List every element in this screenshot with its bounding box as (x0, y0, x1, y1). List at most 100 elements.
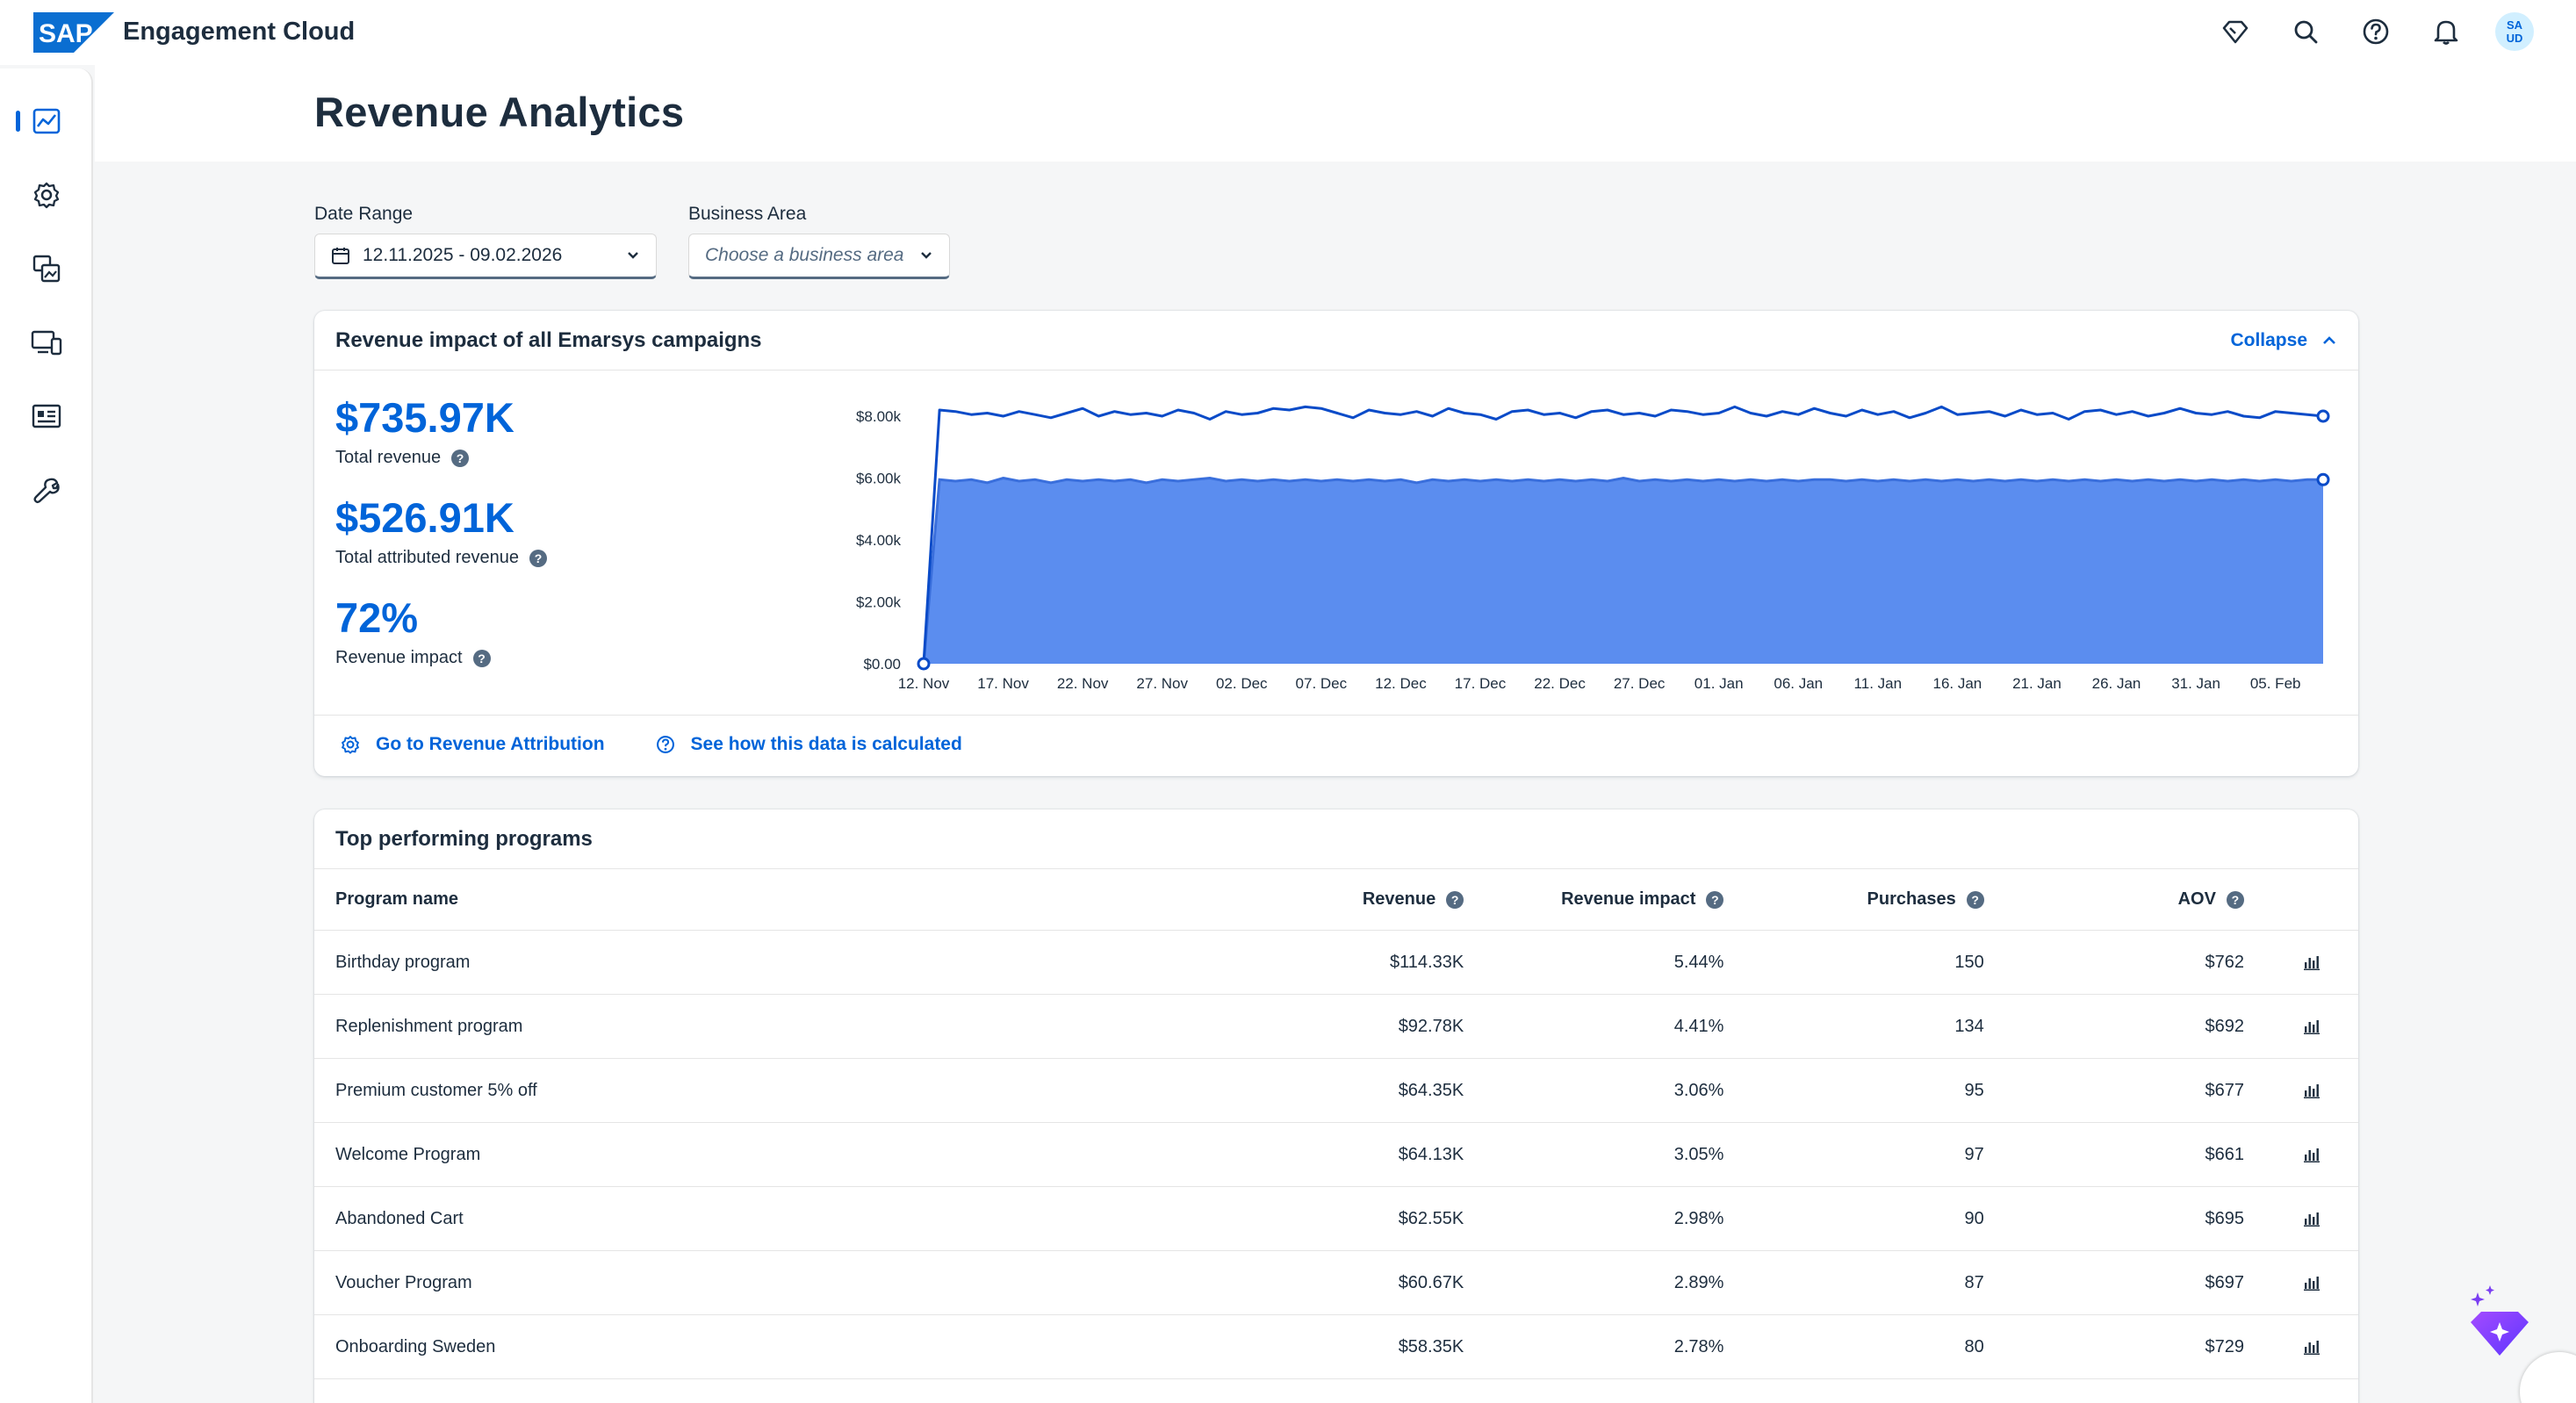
tools-wrench-icon (33, 478, 60, 503)
nav-item-settings[interactable] (0, 167, 93, 223)
avatar[interactable]: SA UD (2495, 12, 2534, 51)
x-tick-label: 22. Dec (1534, 675, 1586, 692)
aov-cell: $677 (2205, 1080, 2244, 1100)
data-point-marker (2316, 409, 2330, 423)
help-icon[interactable] (2355, 11, 2397, 53)
x-tick-label: 11. Jan (1854, 675, 1903, 692)
table-header: Program name Revenue? Revenue impact? Pu… (314, 869, 2358, 931)
info-icon[interactable]: ? (1446, 890, 1464, 909)
column-header-aov[interactable]: AOV? (2005, 889, 2265, 910)
svg-text:SAP: SAP (39, 19, 93, 48)
data-point-marker (917, 657, 931, 671)
date-range-filter: Date Range 12.11.2025 - 09.02.2026 (314, 204, 657, 279)
date-range-label: Date Range (314, 204, 414, 224)
info-icon[interactable]: ? (472, 649, 491, 667)
table-row[interactable]: Premium customer 5% off $64.35K 3.06% 95 $67… (314, 1059, 2358, 1123)
info-icon[interactable]: ? (1966, 890, 1984, 909)
chevron-down-icon (921, 252, 932, 259)
kpi-label: Revenue impact (335, 648, 463, 667)
collapse-button[interactable]: Collapse (2230, 330, 2337, 351)
column-header-purchases[interactable]: Purchases? (1745, 889, 2004, 910)
table-body: Birthday program $114.33K 5.44% 150 $762 Repl… (314, 931, 2358, 1379)
table-row[interactable]: Abandoned Cart $62.55K 2.98% 90 $695 (314, 1187, 2358, 1251)
program-name-cell: Premium customer 5% off (335, 1080, 537, 1100)
aov-cell: $695 (2205, 1208, 2244, 1228)
revenue-card-title: Revenue impact of all Emarsys campaigns (335, 327, 762, 352)
y-tick-label: $4.00k (856, 532, 902, 549)
aov-cell: $697 (2205, 1272, 2244, 1292)
bar-chart-icon[interactable] (2265, 954, 2358, 970)
x-tick-label: 16. Jan (1933, 675, 1982, 692)
product-name[interactable]: Engagement Cloud (123, 18, 356, 46)
revenue-cell: $92.78K (1398, 1016, 1464, 1036)
table-row[interactable]: Onboarding Sweden $58.35K 2.78% 80 $729 (314, 1315, 2358, 1379)
revenue-impact-cell: 5.44% (1673, 952, 1724, 972)
kpi-attributed-revenue: $526.91K Total attributed revenue? (335, 493, 548, 568)
bar-chart-icon[interactable] (2265, 1083, 2358, 1098)
analytics-icon (32, 108, 61, 134)
kpi-total-revenue: $735.97K Total revenue? (335, 393, 514, 468)
nav-item-contacts[interactable] (0, 388, 93, 444)
revenue-chart[interactable]: $0.00 $2.00k $4.00k $6.00k $8.00k 12. Nov 17. … (841, 372, 2334, 715)
x-tick-label: 22. Nov (1057, 675, 1109, 692)
purchases-cell: 150 (1954, 952, 1984, 972)
diamond-icon[interactable] (2214, 11, 2256, 53)
revenue-cell: $60.67K (1398, 1272, 1464, 1292)
info-icon[interactable]: ? (529, 549, 548, 567)
chevron-up-icon (2323, 335, 2335, 344)
bar-chart-icon[interactable] (2265, 1147, 2358, 1162)
chevron-down-icon (628, 252, 638, 259)
table-row[interactable]: Birthday program $114.33K 5.44% 150 $762 (314, 931, 2358, 995)
see-calculation-link[interactable]: See how this data is calculated (656, 734, 962, 755)
revenue-cell: $64.13K (1398, 1144, 1464, 1164)
bar-chart-icon[interactable] (2265, 1339, 2358, 1355)
bar-chart-icon[interactable] (2265, 1275, 2358, 1291)
revenue-impact-cell: 3.05% (1673, 1144, 1724, 1164)
bar-chart-icon[interactable] (2265, 1018, 2358, 1034)
x-tick-label: 31. Jan (2171, 675, 2220, 692)
kpi-value: 72% (335, 594, 419, 641)
purchases-cell: 95 (1964, 1080, 1984, 1100)
purchases-cell: 97 (1964, 1144, 1984, 1164)
program-name-cell: Voucher Program (335, 1272, 472, 1292)
x-tick-label: 07. Dec (1296, 675, 1348, 692)
bar-chart-icon[interactable] (2265, 1211, 2358, 1227)
kpi-value: $526.91K (335, 494, 514, 541)
x-tick-label: 27. Nov (1136, 675, 1188, 692)
purchases-cell: 90 (1964, 1208, 1984, 1228)
calendar-icon (332, 248, 349, 264)
settings-gear-icon (33, 182, 60, 209)
joule-assistant-icon[interactable] (2458, 1282, 2541, 1364)
revenue-cell: $114.33K (1390, 952, 1464, 972)
y-tick-label: $0.00 (863, 656, 901, 673)
column-header-revenue[interactable]: Revenue? (1031, 889, 1485, 910)
date-range-picker[interactable]: 12.11.2025 - 09.02.2026 (314, 234, 657, 279)
revenue-cell: $62.55K (1398, 1208, 1464, 1228)
table-row[interactable]: Welcome Program $64.13K 3.05% 97 $661 (314, 1123, 2358, 1187)
table-row[interactable]: Voucher Program $60.67K 2.89% 87 $697 (314, 1251, 2358, 1315)
y-tick-label: $2.00k (856, 594, 902, 611)
column-header-revenue-impact[interactable]: Revenue impact? (1485, 889, 1745, 910)
nav-item-devices[interactable] (0, 314, 93, 371)
nav-item-tools[interactable] (0, 462, 93, 518)
info-icon[interactable]: ? (451, 449, 470, 467)
sap-logo[interactable]: SAP (33, 12, 114, 53)
x-tick-label: 06. Jan (1774, 675, 1823, 692)
nav-item-analytics[interactable] (0, 93, 93, 149)
column-header-program-name[interactable]: Program name (335, 889, 459, 909)
aov-cell: $661 (2205, 1144, 2244, 1164)
info-icon[interactable]: ? (1706, 890, 1724, 909)
search-icon[interactable] (2285, 11, 2327, 53)
go-to-revenue-attribution-link[interactable]: Go to Revenue Attribution (341, 734, 605, 755)
info-icon[interactable]: ? (2226, 890, 2244, 909)
y-tick-label: $8.00k (856, 408, 902, 425)
contacts-card-icon (32, 404, 61, 428)
table-row[interactable]: Replenishment program $92.78K 4.41% 134 $692 (314, 995, 2358, 1059)
x-tick-label: 12. Dec (1375, 675, 1427, 692)
x-tick-label: 12. Nov (898, 675, 950, 692)
kpi-label: Total revenue (335, 448, 442, 467)
bell-icon[interactable] (2425, 11, 2467, 53)
nav-item-content[interactable] (0, 241, 93, 297)
revenue-impact-cell: 2.78% (1673, 1336, 1724, 1356)
business-area-select[interactable]: Choose a business area (688, 234, 950, 279)
